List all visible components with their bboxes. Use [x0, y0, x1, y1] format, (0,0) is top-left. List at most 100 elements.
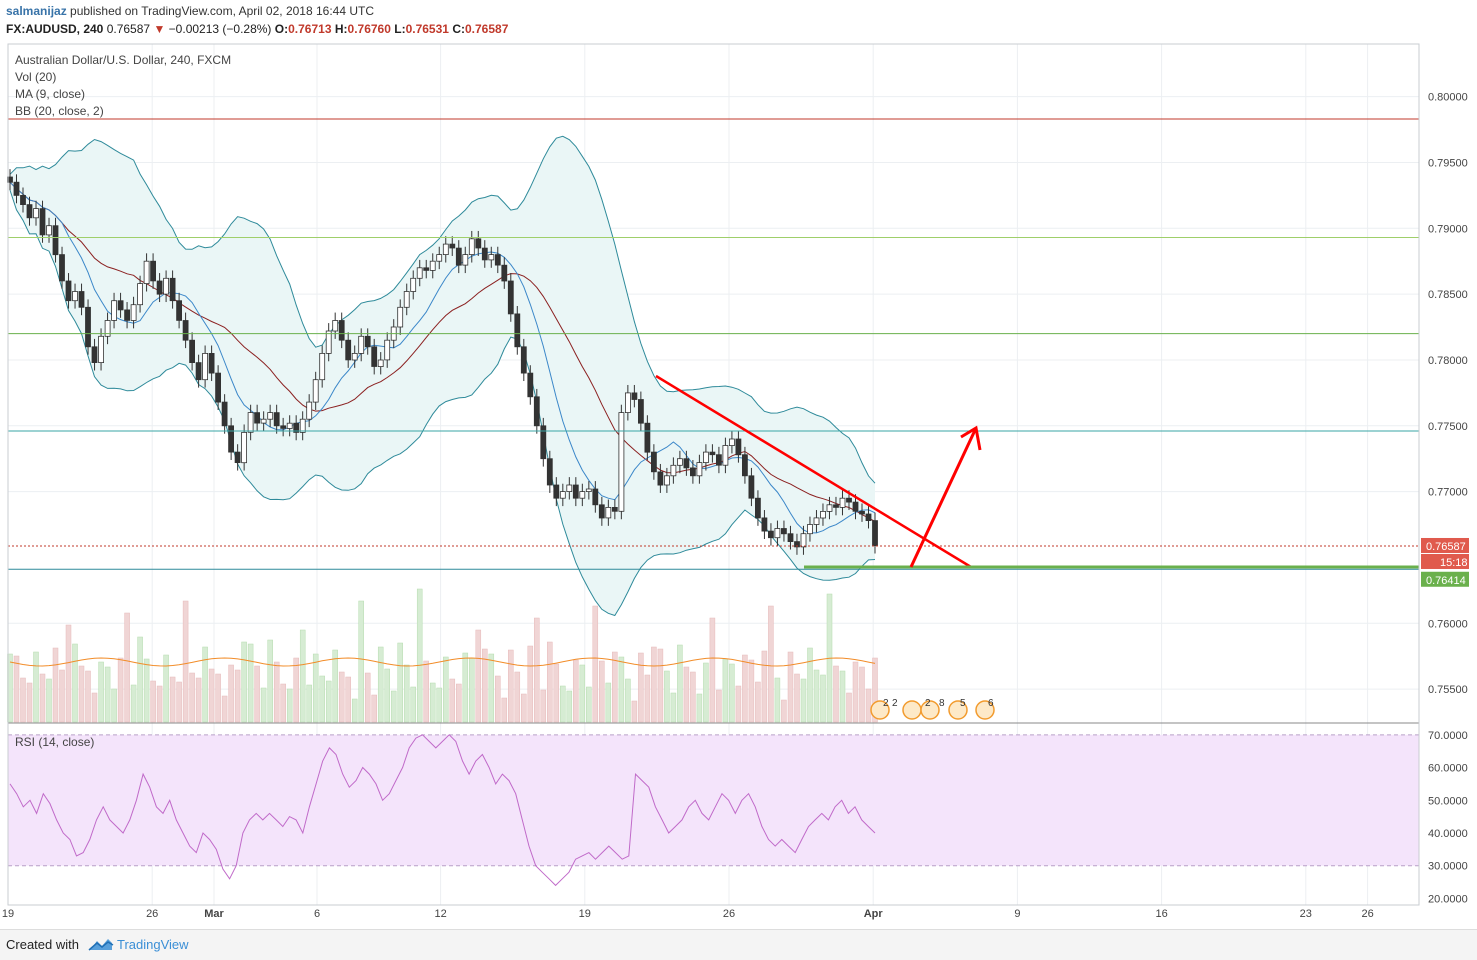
candle-body [228, 425, 235, 453]
volume-bar [410, 686, 416, 723]
candle-body [826, 504, 833, 512]
candle-body [189, 339, 196, 364]
volume-bar [280, 683, 286, 723]
rsi-line [9, 734, 876, 887]
volume-bar [182, 600, 189, 723]
bb-lower-line [9, 189, 876, 617]
legend-bb: BB (20, close, 2) [15, 104, 104, 118]
volume-bar [833, 665, 839, 723]
candle-body [286, 422, 293, 429]
event-count: 2 [892, 698, 898, 709]
volume-bar [690, 671, 696, 723]
candle-body [657, 471, 664, 486]
volume-bar [839, 670, 846, 723]
volume-bar [85, 670, 91, 723]
candle-body [195, 362, 202, 381]
candle-body [280, 425, 287, 429]
volume-bar [852, 661, 859, 723]
candle-body [839, 497, 846, 508]
rsi-band-fill [8, 734, 1419, 866]
candle-body [182, 320, 189, 341]
volume-bar [547, 641, 553, 723]
volume-bar [566, 690, 573, 723]
horizontal-levels [8, 118, 1419, 570]
candle-body [117, 300, 124, 311]
volume-ma-line [9, 657, 876, 667]
rsi-tick-label: 70.0000 [1428, 730, 1468, 742]
candle-body [325, 330, 332, 354]
volume-bar [306, 684, 312, 723]
candle-body [722, 445, 729, 466]
volume-bar [150, 680, 156, 723]
bollinger-bands [9, 135, 876, 617]
candle-body [156, 280, 163, 295]
volume-bars [7, 588, 878, 723]
volume-bar [338, 671, 345, 723]
candle-body [540, 425, 547, 460]
candle-body [579, 491, 586, 499]
volume-bar [794, 673, 800, 723]
volume-bar [403, 664, 410, 723]
volume-bar [664, 670, 670, 723]
volume-bar [670, 692, 677, 723]
candle-body [241, 431, 248, 464]
volume-bar [78, 665, 85, 723]
price-tick-label: 0.77500 [1428, 421, 1468, 433]
candle-body [416, 267, 423, 279]
candle-body [403, 291, 410, 308]
volume-bar [364, 672, 371, 723]
event-count: 8 [939, 698, 945, 709]
volume-bar [644, 674, 651, 723]
candle-body [332, 320, 339, 332]
volume-bar [286, 688, 293, 723]
last-price-label: 0.76587 [1426, 541, 1466, 553]
candle-body [312, 379, 319, 403]
down-arrow-icon: ▼ [153, 22, 166, 36]
author-link[interactable]: salmanijaz [6, 4, 67, 18]
candle-body [852, 501, 859, 512]
candle-body [605, 506, 612, 519]
candle-body [735, 438, 742, 456]
symbol-label: FX:AUDUSD, 240 [6, 22, 104, 36]
volume-bar [787, 651, 794, 723]
candle-body [65, 280, 72, 302]
candle-body [638, 399, 644, 424]
volume-bar [345, 676, 351, 723]
volume-bar [638, 652, 644, 723]
volume-bar [631, 700, 638, 723]
last-price-badge [1421, 537, 1469, 553]
candle-body [488, 254, 495, 261]
legend-ma: MA (9, close) [15, 87, 86, 101]
candle-body [130, 304, 137, 321]
candle-body [859, 510, 865, 515]
footer-brand-link[interactable]: TradingView [117, 937, 189, 952]
volume-bar [527, 645, 534, 723]
candle-body [455, 247, 462, 266]
volume-bar [735, 685, 742, 723]
time-tick-label: 19 [2, 908, 14, 920]
volume-bar [618, 656, 625, 723]
low-label: L: [394, 22, 406, 36]
event-count: 6 [988, 698, 994, 709]
candle-body [533, 396, 540, 427]
candle-body [559, 491, 566, 499]
time-tick-label: 6 [314, 908, 320, 920]
bb-upper-line [9, 135, 876, 484]
volume-bar [273, 661, 280, 723]
volume-bar [748, 659, 755, 723]
candle-body [468, 238, 475, 256]
volume-bar [293, 657, 299, 723]
rsi-tick-label: 20.0000 [1428, 893, 1468, 905]
volume-bar [469, 657, 475, 723]
axes: 0.80000 0.79500 0.79000 0.78500 0.78000 0.775… [2, 43, 1468, 920]
candle-body [644, 422, 651, 453]
last-price: 0.76587 [106, 22, 151, 36]
volume-bar [143, 658, 150, 723]
volume-bar [371, 694, 377, 723]
time-tick-label: 19 [579, 908, 591, 920]
volume-bar [98, 661, 104, 723]
volume-bar [677, 644, 683, 723]
volume-bar [163, 654, 169, 723]
volume-bar [456, 683, 462, 723]
